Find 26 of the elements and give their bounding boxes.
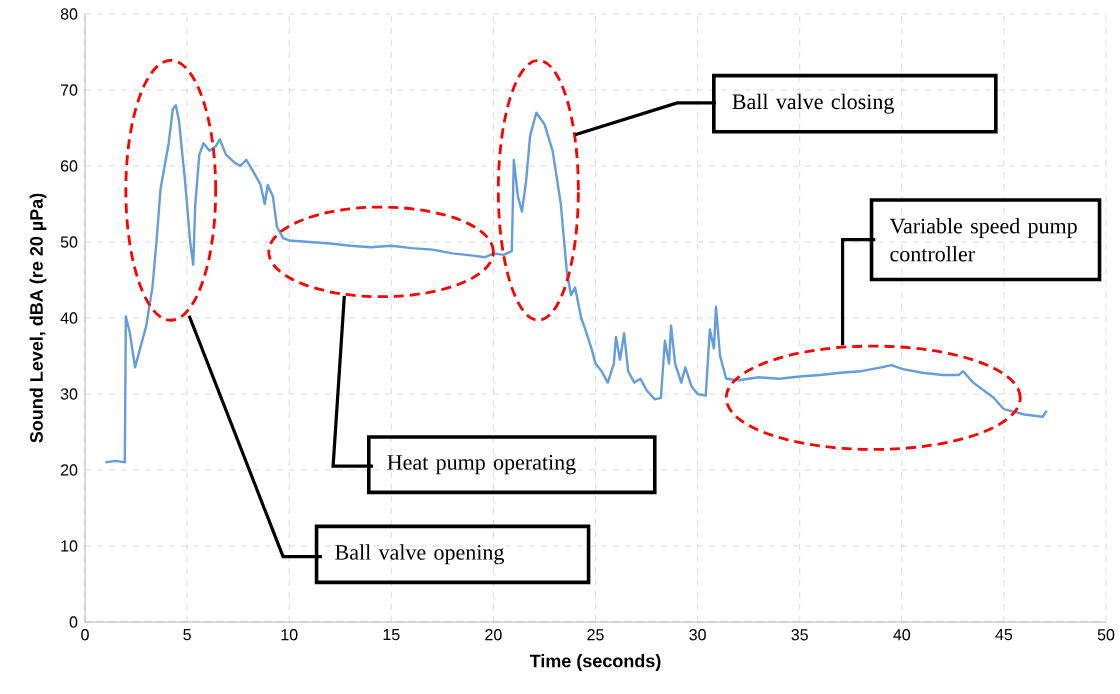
x-tick-label: 0 <box>81 629 89 641</box>
y-axis-title: Sound Level, dBA (re 20 µPa) <box>29 193 47 443</box>
x-tick-label: 45 <box>995 629 1013 641</box>
y-tick-label: 20 <box>60 464 78 476</box>
y-tick-label: 10 <box>61 540 78 552</box>
y-tick-label: 30 <box>60 388 78 400</box>
x-tick-label: 5 <box>183 629 191 641</box>
x-tick-label: 40 <box>893 629 911 641</box>
annotation: Ball valve closing <box>732 93 894 114</box>
y-tick-label: 80 <box>60 8 78 20</box>
x-tick-label: 25 <box>587 629 604 641</box>
y-tick-label: 60 <box>60 160 78 172</box>
x-tick-label: 35 <box>791 629 808 641</box>
y-tick-label: 50 <box>60 236 78 248</box>
annotation: Ball valve opening <box>335 544 504 565</box>
annotation: Variable speed pump controller <box>889 217 1077 262</box>
x-tick-label: 15 <box>383 629 400 641</box>
y-tick-label: 40 <box>60 312 78 324</box>
x-axis-title: Time (seconds) <box>529 654 661 671</box>
x-tick-label: 50 <box>1097 629 1115 641</box>
annotation: Heat pump operating <box>387 455 576 475</box>
x-tick-label: 30 <box>689 629 706 641</box>
y-tick-label: 70 <box>60 84 78 96</box>
y-tick-label: 0 <box>69 616 78 628</box>
x-tick-label: 20 <box>485 629 502 641</box>
x-tick-label: 10 <box>281 629 298 641</box>
